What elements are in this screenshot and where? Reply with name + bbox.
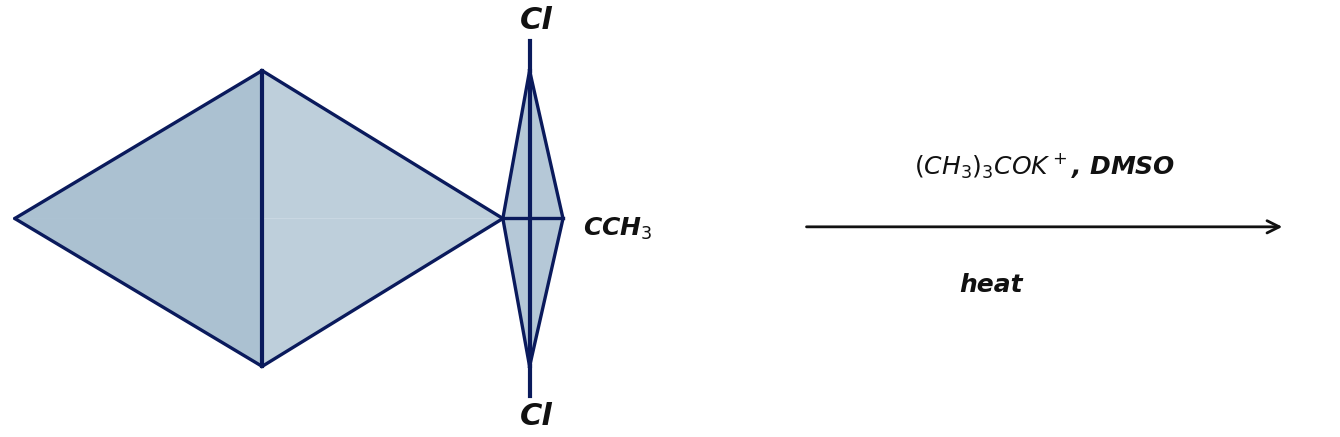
Text: Cl: Cl (520, 402, 552, 431)
Polygon shape (15, 218, 502, 366)
Polygon shape (502, 71, 563, 218)
Text: Cl: Cl (520, 6, 552, 35)
Polygon shape (15, 71, 263, 366)
Polygon shape (502, 218, 563, 366)
Text: CCH$_3$: CCH$_3$ (583, 216, 653, 242)
Text: heat: heat (959, 273, 1022, 297)
Polygon shape (15, 71, 502, 218)
Text: $(CH_3)_3COK^+$, DMSO: $(CH_3)_3COK^+$, DMSO (914, 152, 1175, 181)
